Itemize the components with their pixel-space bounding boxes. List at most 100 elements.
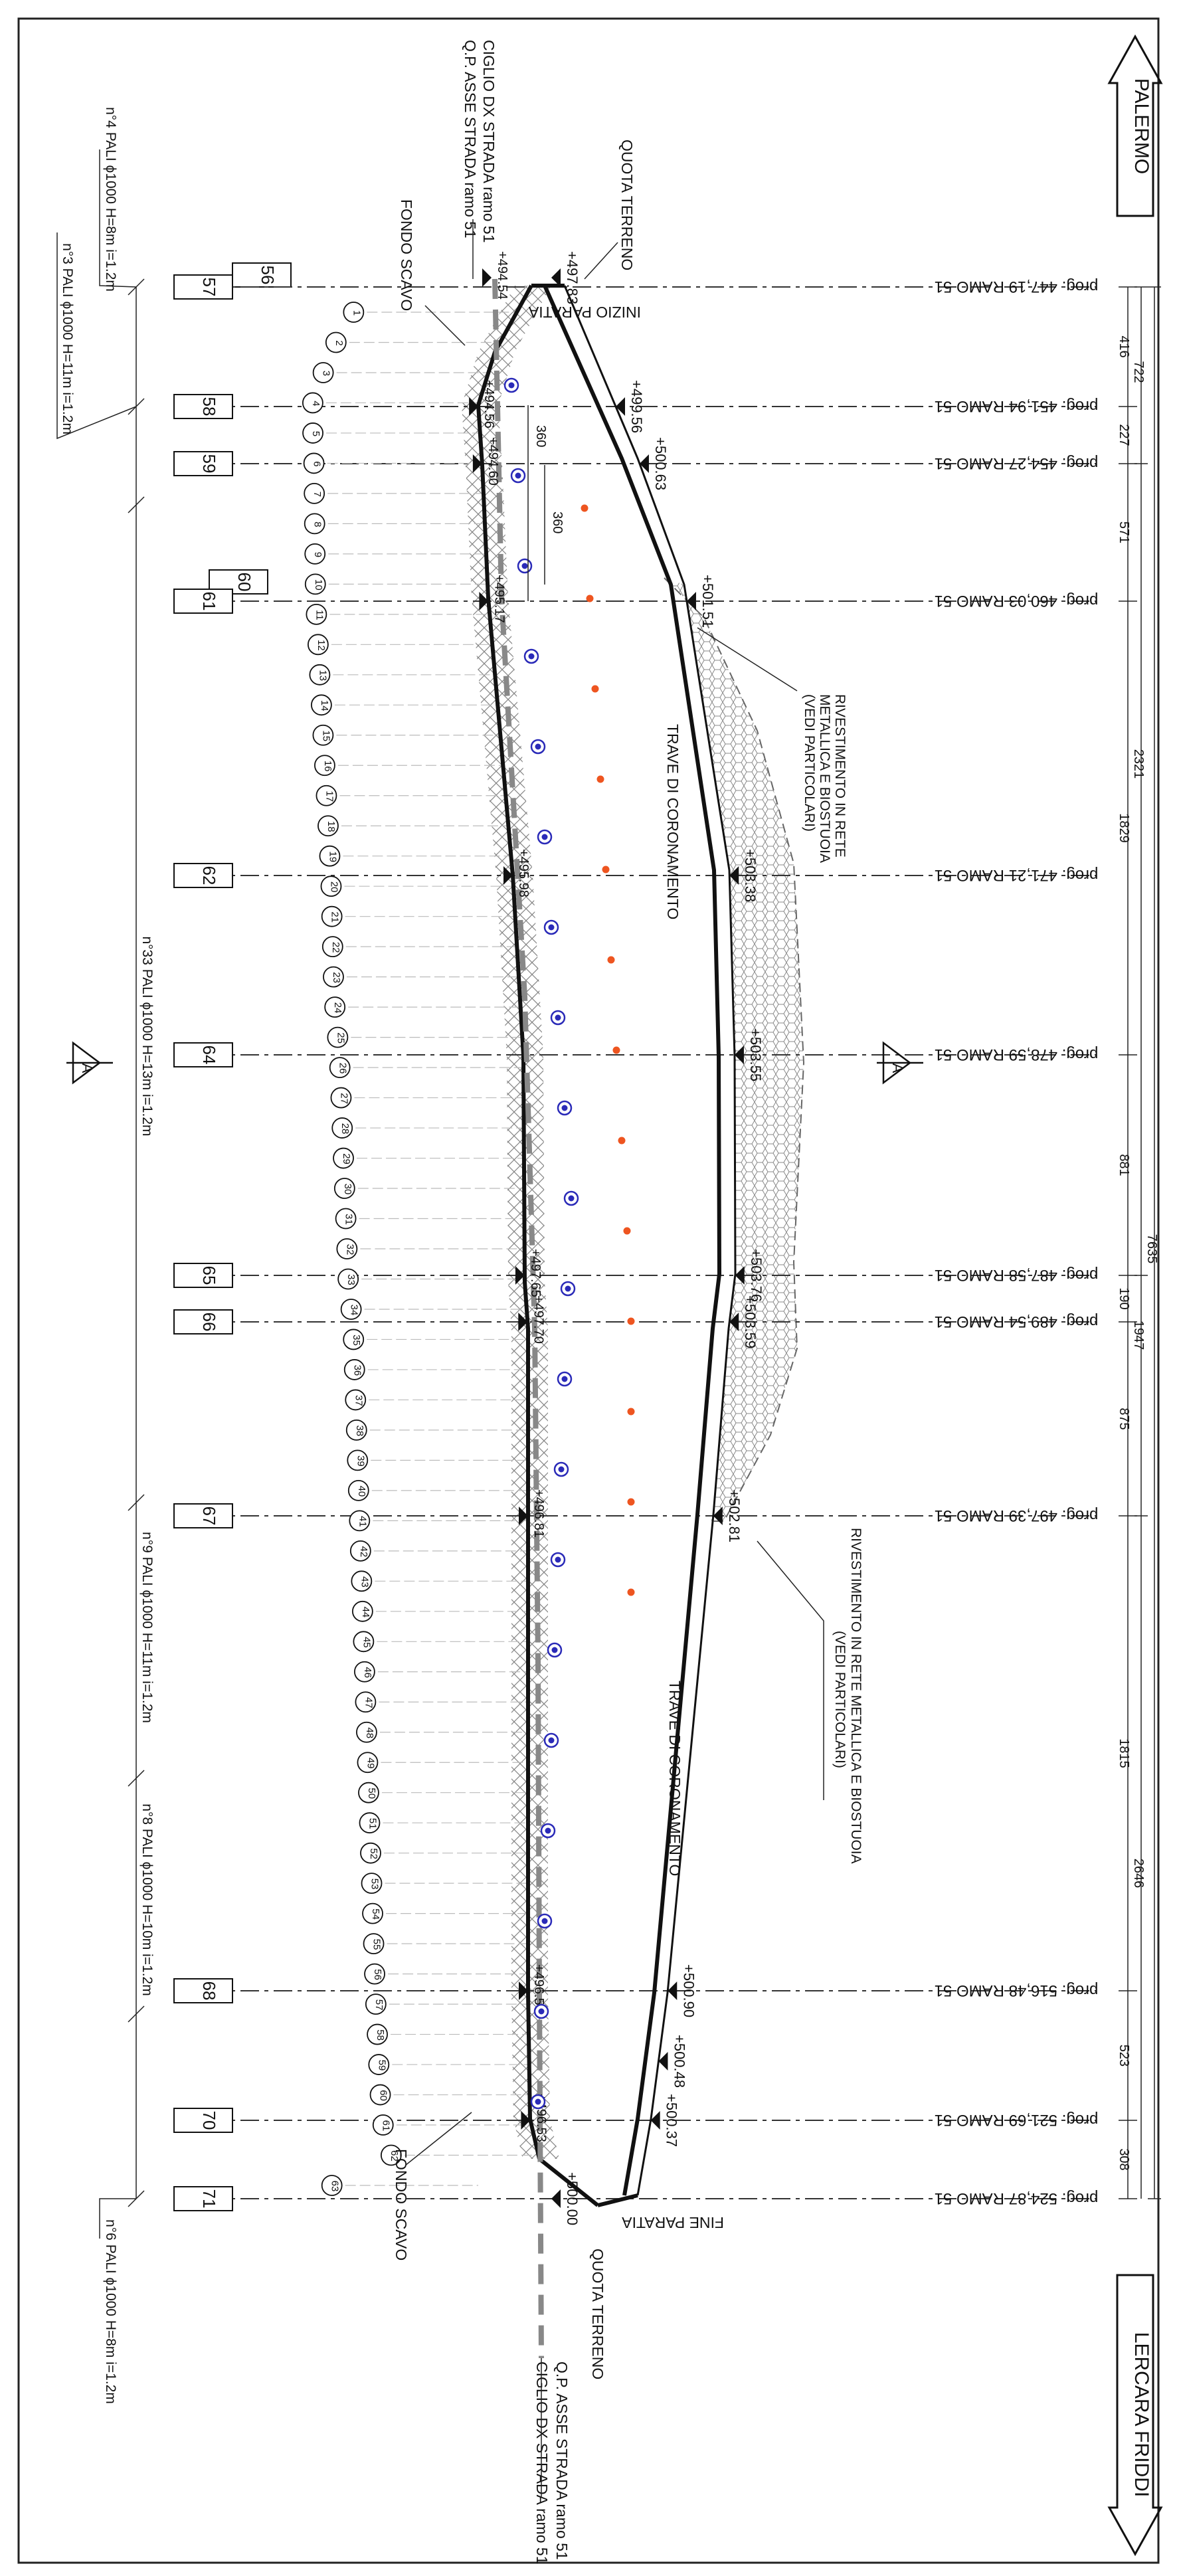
terrain-elevation: +503.59 bbox=[742, 1295, 759, 1348]
pile-number-circle bbox=[302, 422, 323, 444]
pile-number: 11 bbox=[314, 610, 325, 620]
section-cut-label: A bbox=[79, 1063, 96, 1073]
pile-number: 38 bbox=[354, 1426, 365, 1437]
pile-5: 5 bbox=[302, 422, 480, 444]
pile-number-circle bbox=[306, 603, 327, 625]
pile-number-circle bbox=[345, 1389, 367, 1411]
pile-number: 17 bbox=[323, 790, 335, 802]
pile-47: 47 bbox=[355, 1691, 528, 1713]
pile-number: 53 bbox=[369, 1879, 381, 1890]
pile-number: 58 bbox=[375, 2029, 386, 2041]
anchor-blue-9 bbox=[557, 1100, 573, 1116]
pile-50: 50 bbox=[358, 1782, 528, 1803]
pile-31: 31 bbox=[335, 1208, 525, 1230]
pile-group-label-3: n°9 PALI ϕ1000 H=11m i=1.2m bbox=[139, 1532, 155, 1723]
level-marker bbox=[713, 1507, 723, 1525]
anchor-blue-11 bbox=[560, 1281, 576, 1297]
pile-number-circle bbox=[302, 392, 323, 414]
anchor-orange-8 bbox=[618, 1137, 626, 1145]
pile-number-circle bbox=[304, 573, 326, 595]
excavation-elevation: +495.17 bbox=[492, 575, 506, 623]
anchor-markers bbox=[503, 377, 635, 2110]
terrain-elevation: +503.55 bbox=[747, 1028, 764, 1081]
excavation-level-61: +495.17 bbox=[479, 575, 506, 623]
wall-end-cap-b bbox=[597, 2193, 638, 2207]
section-tag-label: 59 bbox=[199, 454, 219, 474]
pile-number-circle bbox=[335, 1208, 357, 1230]
pile-number-circle bbox=[317, 815, 339, 837]
group-leader bbox=[99, 2198, 136, 2239]
anchor-blue-8 bbox=[550, 1010, 566, 1026]
pile-number-circle bbox=[325, 331, 347, 353]
pile-number-circle bbox=[336, 1238, 358, 1259]
anchor-orange-10 bbox=[627, 1317, 635, 1325]
pile-number-circle bbox=[304, 543, 326, 565]
pile-group-label-0: n°4 PALI ϕ1000 H=8m i=1.2m bbox=[103, 107, 118, 292]
dim-fine-6: 875 bbox=[1117, 1408, 1131, 1429]
section-tag-label: 67 bbox=[199, 1507, 219, 1526]
pile-number: 47 bbox=[363, 1697, 374, 1708]
pile-number: 54 bbox=[370, 1908, 381, 1920]
anchor-blue-1 bbox=[503, 377, 519, 393]
pile-number-circle bbox=[333, 1147, 354, 1169]
pile-number-circle bbox=[347, 1479, 369, 1501]
section-cut-1: A bbox=[66, 1041, 113, 1085]
pile-number: 18 bbox=[325, 821, 337, 832]
section-cut-label: A bbox=[889, 1063, 906, 1073]
anchor-blue-14 bbox=[550, 1552, 566, 1568]
section-progressive: prog. 451,94 RAMO 51 bbox=[935, 397, 1099, 415]
pile-60: 60 bbox=[369, 2084, 530, 2106]
section-cut-2: A bbox=[877, 1041, 923, 1085]
terrain-level-59: +500.63 bbox=[639, 437, 669, 490]
section-59: 59 prog. 454,27 RAMO 51 bbox=[173, 451, 1098, 476]
pile-35: 35 bbox=[343, 1329, 528, 1350]
dim-fine-3: 1829 bbox=[1117, 813, 1131, 843]
pile-number-circle bbox=[362, 1902, 383, 1924]
pile-number-circle bbox=[333, 1178, 355, 1199]
direction-label-palermo: PALERMO bbox=[1131, 78, 1152, 174]
direction-arrow-outline bbox=[1107, 2274, 1163, 2557]
anchor-blue-dot bbox=[561, 1376, 568, 1382]
level-marker bbox=[668, 1981, 678, 2000]
pile-number: 49 bbox=[365, 1758, 376, 1769]
pile-46: 46 bbox=[353, 1661, 528, 1683]
anchor-blue-16 bbox=[543, 1732, 559, 1748]
pile-number-circle bbox=[349, 1540, 371, 1562]
section-tag-label: 62 bbox=[199, 866, 219, 885]
slope-lining-hatch bbox=[462, 286, 805, 2159]
level-marker bbox=[472, 454, 482, 473]
section-tag-box bbox=[173, 1978, 233, 2003]
terrain-level-64: +503.55 bbox=[734, 1028, 764, 1081]
retaining-wall-outline: +497.83 +494.54 +499.56 +494.56 +500.63 +494.… bbox=[469, 251, 765, 2359]
pile-group-label-2: n°33 PALI ϕ1000 H=13m i=1.2m bbox=[139, 936, 155, 1136]
pile-24: 24 bbox=[324, 996, 521, 1018]
pile-16: 16 bbox=[314, 755, 503, 777]
section-tag-box bbox=[173, 1309, 233, 1334]
pile-number: 55 bbox=[371, 1939, 383, 1950]
pile-number-circle bbox=[360, 1842, 381, 1864]
anchor-blue-dot bbox=[521, 563, 528, 569]
leader-excavation-top bbox=[424, 305, 466, 346]
section-progressive: prog. 447,19 RAMO 51 bbox=[935, 278, 1099, 296]
pile-number: 4 bbox=[310, 401, 321, 406]
pile-58: 58 bbox=[367, 2023, 529, 2045]
pile-63: 63 bbox=[321, 2175, 478, 2196]
pile-7: 7 bbox=[304, 483, 484, 504]
terrain-elevation: +503.76 bbox=[748, 1249, 765, 1302]
section-tag-label: 56 bbox=[258, 266, 278, 285]
section-tag-label: 66 bbox=[199, 1313, 219, 1332]
pile-number: 51 bbox=[367, 1818, 378, 1829]
excavation-elevation: +494.56 bbox=[482, 380, 496, 428]
dim-fine-1: 227 bbox=[1117, 424, 1131, 446]
section-70: 70 prog. 521,69 RAMO 51 bbox=[173, 2108, 1098, 2133]
anchor-blue-17 bbox=[540, 1823, 556, 1839]
pile-number: 27 bbox=[338, 1093, 349, 1104]
callout-lining-top-1: RIVESTIMENTO IN RETE bbox=[832, 694, 848, 858]
level-marker bbox=[729, 1313, 739, 1331]
pile-number: 41 bbox=[357, 1516, 368, 1527]
pile-group-label-1: n°3 PALI ϕ1000 H=11m i=1.2m bbox=[60, 243, 75, 434]
anchor-blue-dot bbox=[515, 472, 521, 479]
pile-number-circle bbox=[303, 452, 325, 474]
pile-number: 56 bbox=[372, 1969, 383, 1980]
